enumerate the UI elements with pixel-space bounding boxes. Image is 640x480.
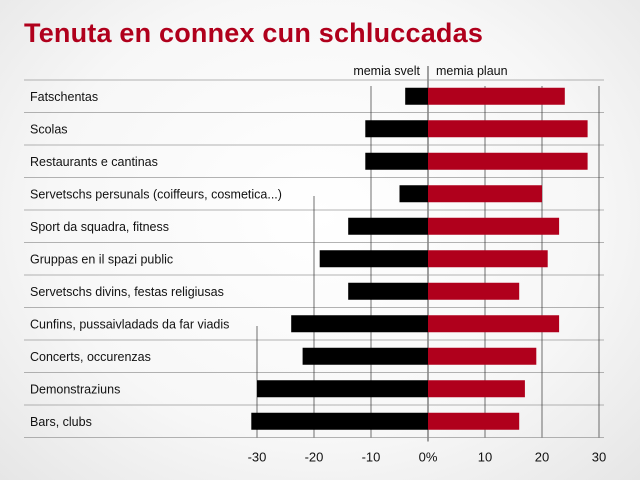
bar-memia-plaun — [428, 152, 588, 170]
bar-memia-svelt — [302, 347, 428, 365]
legend-memia-svelt: memia svelt — [353, 64, 420, 78]
x-tick-label: 10 — [478, 450, 492, 465]
category-label: Sport da squadra, fitness — [30, 220, 169, 234]
x-tick-label: -10 — [362, 450, 381, 465]
bar-memia-plaun — [428, 217, 560, 235]
x-tick-label: 0% — [419, 450, 438, 465]
category-label: Restaurants e cantinas — [30, 155, 158, 169]
category-label: Gruppas en il spazi public — [30, 252, 173, 266]
bar-memia-svelt — [365, 152, 428, 170]
category-label: Demonstraziuns — [30, 382, 120, 396]
category-label: Bars, clubs — [30, 415, 92, 429]
bar-memia-plaun — [428, 87, 565, 105]
bar-memia-svelt — [251, 412, 428, 430]
bar-memia-svelt — [365, 120, 428, 138]
bar-memia-svelt — [405, 87, 428, 105]
bar-memia-svelt — [348, 217, 428, 235]
bar-memia-plaun — [428, 250, 548, 268]
category-label: Fatschentas — [30, 90, 98, 104]
category-label: Scolas — [30, 122, 68, 136]
bar-memia-plaun — [428, 185, 542, 203]
bar-memia-plaun — [428, 380, 525, 398]
bar-memia-svelt — [348, 282, 428, 300]
legend-memia-plaun: memia plaun — [436, 64, 508, 78]
bar-memia-plaun — [428, 347, 537, 365]
bar-memia-svelt — [291, 315, 428, 333]
category-label: Servetschs divins, festas religiusas — [30, 285, 224, 299]
category-label: Servetschs persunals (coiffeurs, cosmeti… — [30, 187, 282, 201]
bar-memia-svelt — [399, 185, 428, 203]
x-tick-label: 30 — [592, 450, 606, 465]
bar-memia-plaun — [428, 282, 520, 300]
bar-memia-svelt — [319, 250, 428, 268]
bar-memia-svelt — [257, 380, 428, 398]
chart-title: Tenuta en connex cun schluccadas — [24, 18, 484, 48]
x-tick-label: -30 — [248, 450, 267, 465]
bar-memia-plaun — [428, 412, 520, 430]
category-label: Concerts, occurenzas — [30, 350, 151, 364]
x-tick-label: -20 — [305, 450, 324, 465]
bar-memia-plaun — [428, 315, 560, 333]
bar-memia-plaun — [428, 120, 588, 138]
category-label: Cunfins, pussaivladads da far viadis — [30, 317, 229, 331]
x-tick-label: 20 — [535, 450, 549, 465]
